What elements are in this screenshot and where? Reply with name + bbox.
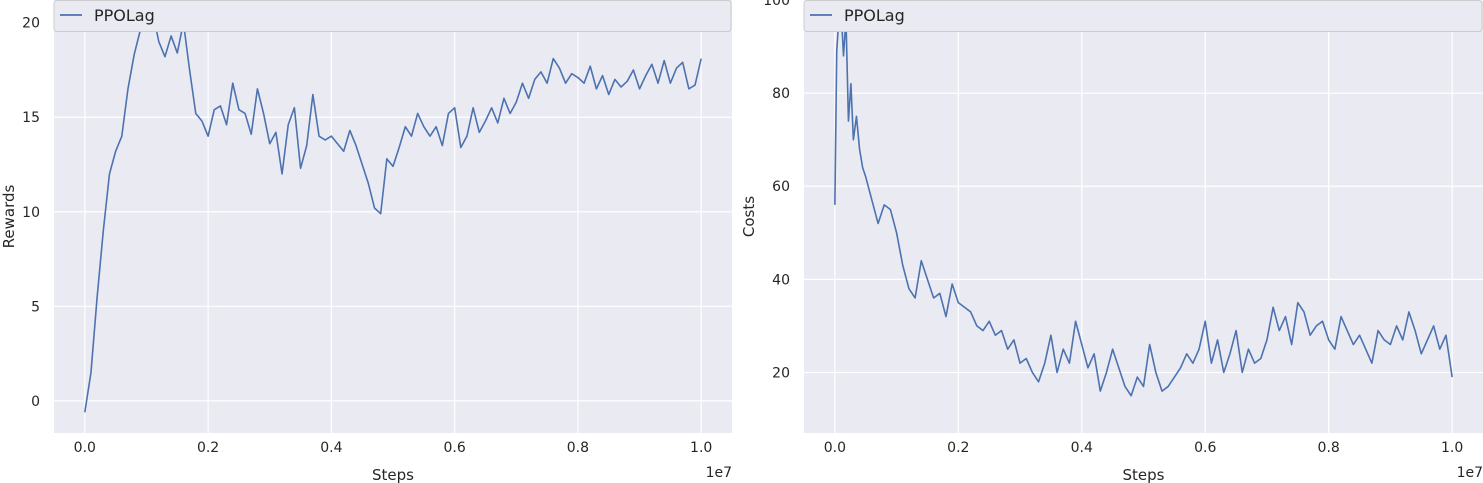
y-axis-label: Costs xyxy=(740,196,758,237)
chart-rewards: 0.0 0.2 0.4 0.6 0.8 1.0 0 5 10 15 20 Steps Rewards 1e… xyxy=(0,0,732,483)
series-line-ppolag xyxy=(834,8,1453,397)
y-tick-label: 0 xyxy=(31,394,40,410)
x-tick-label: 0.0 xyxy=(824,440,846,456)
x-tick-label: 0.8 xyxy=(567,440,589,456)
chart-costs: 0.0 0.2 0.4 0.6 0.8 1.0 20 40 60 80 100 Steps Costs 1… xyxy=(740,0,1483,483)
y-tick-label: 15 xyxy=(22,110,40,126)
legend-box xyxy=(53,0,732,32)
legend-label: PPOLag xyxy=(844,6,905,25)
x-tick-label: 0.4 xyxy=(1071,440,1093,456)
x-tick-label: 1.0 xyxy=(690,440,712,456)
legend-box xyxy=(803,0,1483,32)
series-line-ppolag xyxy=(84,10,702,413)
legend-label: PPOLag xyxy=(94,6,155,25)
x-tick-label: 0.8 xyxy=(1318,440,1340,456)
x-tick-label: 1.0 xyxy=(1441,440,1463,456)
x-offset-label: 1e7 xyxy=(706,465,732,481)
x-tick-label: 0.6 xyxy=(1194,440,1216,456)
y-tick-label: 10 xyxy=(22,205,40,221)
x-tick-label: 0.2 xyxy=(197,440,219,456)
x-axis-label: Steps xyxy=(1123,466,1165,483)
x-tick-label: 0.0 xyxy=(74,440,96,456)
x-offset-label: 1e7 xyxy=(1457,465,1483,481)
y-tick-label: 20 xyxy=(772,365,790,381)
x-tick-label: 0.4 xyxy=(320,440,342,456)
y-tick-label: 100 xyxy=(763,0,790,9)
legend: PPOLag xyxy=(53,0,732,32)
y-tick-label: 60 xyxy=(772,179,790,195)
plot-background xyxy=(54,0,732,433)
x-tick-label: 0.2 xyxy=(947,440,969,456)
x-tick-label: 0.6 xyxy=(444,440,466,456)
y-tick-label: 5 xyxy=(31,299,40,315)
y-tick-label: 80 xyxy=(772,86,790,102)
y-tick-label: 40 xyxy=(772,272,790,288)
y-tick-label: 20 xyxy=(22,16,40,32)
plot-background xyxy=(804,0,1483,433)
y-axis-label: Rewards xyxy=(0,184,18,248)
x-axis-label: Steps xyxy=(372,466,414,483)
legend: PPOLag xyxy=(803,0,1483,32)
